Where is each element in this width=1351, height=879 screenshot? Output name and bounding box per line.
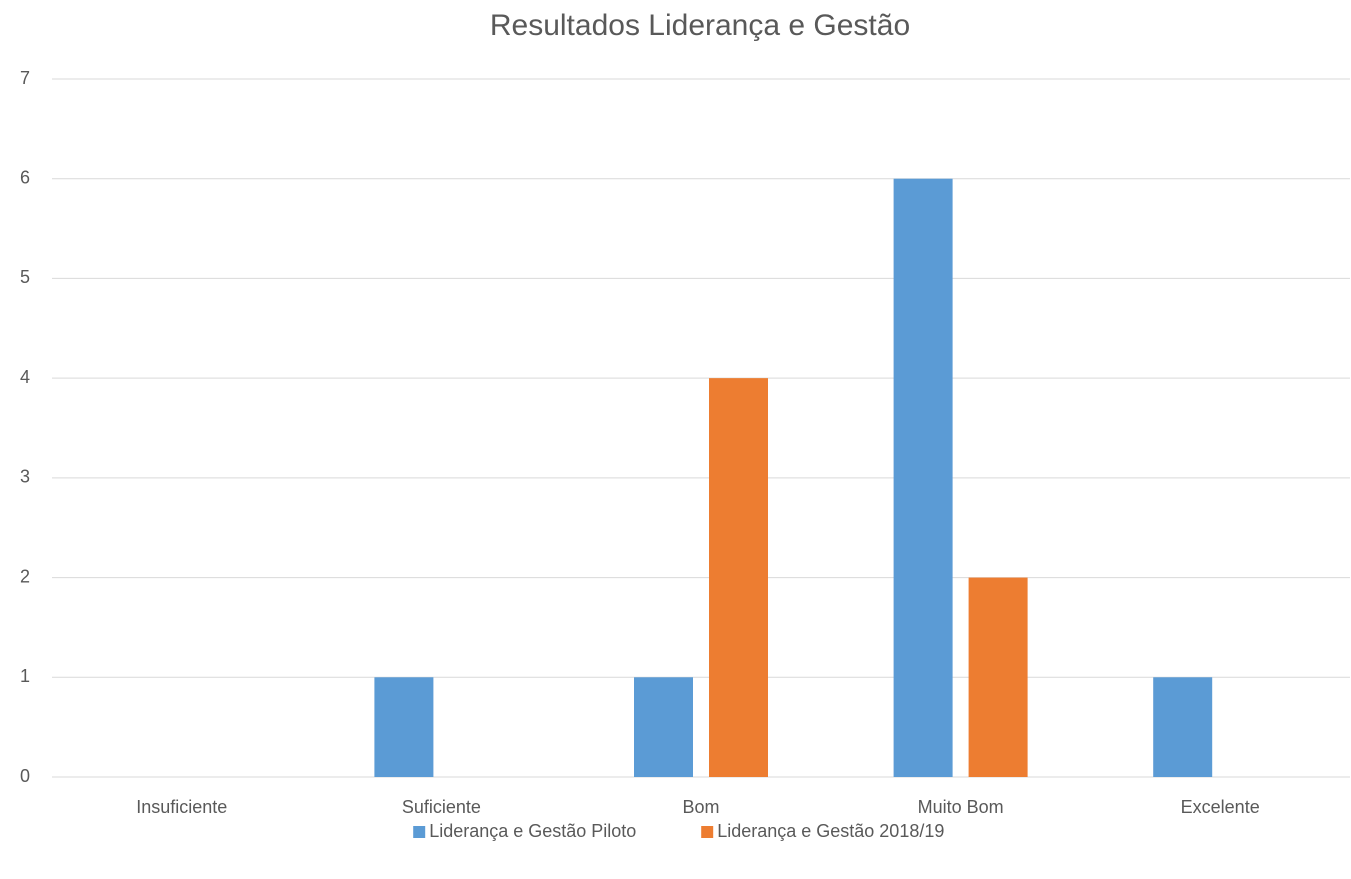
y-tick-label: 7: [20, 68, 30, 88]
legend-swatch: [413, 826, 426, 838]
x-tick-label: Bom: [682, 797, 719, 817]
chart-title: Resultados Liderança e Gestão: [490, 9, 910, 42]
bar: [1153, 677, 1213, 777]
bar: [893, 178, 953, 777]
y-tick-label: 3: [20, 467, 30, 487]
y-tick-label: 1: [20, 666, 30, 686]
y-tick-label: 2: [20, 566, 30, 586]
bar: [374, 677, 434, 777]
x-tick-label: Suficiente: [402, 797, 481, 817]
y-tick-label: 6: [20, 167, 30, 187]
bar: [968, 577, 1028, 777]
x-tick-label: Insuficiente: [136, 797, 227, 817]
x-tick-label: Muito Bom: [918, 797, 1004, 817]
y-tick-label: 0: [20, 766, 30, 786]
y-tick-label: 5: [20, 267, 30, 287]
x-tick-label: Excelente: [1181, 797, 1260, 817]
y-tick-label: 4: [20, 367, 30, 387]
bar: [634, 677, 693, 777]
legend-label: Liderança e Gestão 2018/19: [717, 821, 944, 841]
bar: [709, 378, 768, 777]
legend-swatch: [701, 826, 714, 838]
legend-label: Liderança e Gestão Piloto: [429, 821, 636, 841]
